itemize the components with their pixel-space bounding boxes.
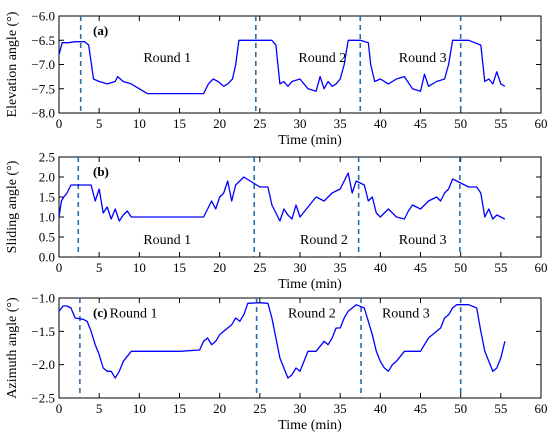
round-annotation: Round 1 [143, 233, 191, 248]
x-tick-label: 40 [374, 401, 387, 416]
round-annotation: Round 2 [300, 233, 348, 248]
x-tick-label: 10 [133, 260, 146, 275]
round-annotation: Round 1 [143, 51, 191, 66]
x-tick-label: 55 [494, 116, 507, 131]
x-tick-label: 60 [535, 401, 548, 416]
y-axis-title: Sliding angle (°) [5, 160, 20, 253]
y-tick-label: 2.0 [39, 170, 55, 185]
data-line-a [58, 39, 506, 95]
y-tick-label: −1.0 [31, 291, 55, 306]
y-tick-label: 0.5 [39, 230, 55, 245]
x-tick-label: 0 [56, 401, 63, 416]
x-tick-label: 5 [96, 401, 103, 416]
x-tick-label: 40 [374, 116, 387, 131]
x-tick-label: 25 [253, 401, 266, 416]
x-tick-label: 10 [133, 116, 146, 131]
y-tick-label: 2.5 [39, 150, 55, 165]
round-annotation: Round 3 [382, 307, 430, 322]
x-tick-label: 25 [253, 116, 266, 131]
panel-label: (b) [93, 164, 109, 179]
x-tick-label: 60 [535, 116, 548, 131]
y-tick-label: −6.5 [31, 33, 55, 48]
x-axis-title: Time (min) [278, 418, 342, 433]
x-tick-label: 35 [334, 401, 347, 416]
panel-label: (a) [93, 23, 108, 38]
x-tick-label: 20 [213, 260, 226, 275]
x-tick-label: 50 [454, 401, 467, 416]
y-tick-label: 0.0 [39, 250, 55, 265]
x-tick-label: 30 [294, 401, 307, 416]
x-tick-label: 15 [173, 401, 186, 416]
x-tick-label: 50 [454, 116, 467, 131]
round-annotation: Round 2 [298, 51, 346, 66]
x-tick-label: 5 [96, 116, 103, 131]
y-axis-title: Elevation angle (°) [5, 11, 20, 117]
x-tick-label: 35 [334, 116, 347, 131]
x-tick-label: 40 [374, 260, 387, 275]
x-tick-label: 50 [454, 260, 467, 275]
y-tick-label: −6.0 [31, 9, 55, 24]
y-tick-label: −2.5 [31, 391, 55, 406]
x-tick-label: 35 [334, 260, 347, 275]
x-tick-label: 15 [173, 116, 186, 131]
x-tick-label: 45 [414, 401, 427, 416]
x-tick-label: 20 [213, 116, 226, 131]
panel-a: 0 5 10 15 20 25 30 35 40 45 50 55 60 −8.0 −7.5 −7.0 −6.5… [5, 9, 548, 149]
y-tick-label: −8.0 [31, 106, 55, 121]
panel-b: 0 5 10 15 20 25 30 35 40 45 50 55 60 0.0 0.5 1.0 1.5 2.0 2… [5, 150, 548, 293]
y-tick-label: −1.5 [31, 324, 55, 339]
x-tick-label: 60 [535, 260, 548, 275]
y-tick-label: −7.0 [31, 57, 55, 72]
y-tick-label: −2.0 [31, 357, 55, 372]
panel-c: 0 5 10 15 20 25 30 35 40 45 50 55 60 −2.5 −2.0 −1.5 −1.0… [5, 291, 548, 434]
y-axis-title: Azimuth angle (°) [5, 297, 20, 399]
x-tick-label: 45 [414, 260, 427, 275]
data-line-b [58, 172, 506, 222]
x-tick-label: 30 [294, 260, 307, 275]
y-tick-label: −7.5 [31, 81, 55, 96]
x-axis-title: Time (min) [278, 133, 342, 148]
round-annotation: Round 3 [399, 51, 447, 66]
x-tick-label: 55 [494, 260, 507, 275]
x-tick-label: 45 [414, 116, 427, 131]
x-tick-label: 20 [213, 401, 226, 416]
y-tick-label: 1.0 [39, 210, 55, 225]
round-annotation: Round 1 [110, 307, 158, 322]
data-line-c [58, 302, 506, 379]
x-tick-label: 0 [56, 116, 63, 131]
x-tick-label: 10 [133, 401, 146, 416]
y-tick-label: 1.5 [39, 190, 55, 205]
round-annotation: Round 2 [288, 307, 336, 322]
x-axis-title: Time (min) [278, 277, 342, 292]
x-tick-label: 55 [494, 401, 507, 416]
x-tick-label: 15 [173, 260, 186, 275]
x-tick-label: 0 [56, 260, 63, 275]
x-tick-label: 5 [96, 260, 103, 275]
panel-label: (c) [93, 305, 107, 320]
round-annotation: Round 3 [399, 233, 447, 248]
x-tick-label: 30 [294, 116, 307, 131]
x-tick-label: 25 [253, 260, 266, 275]
